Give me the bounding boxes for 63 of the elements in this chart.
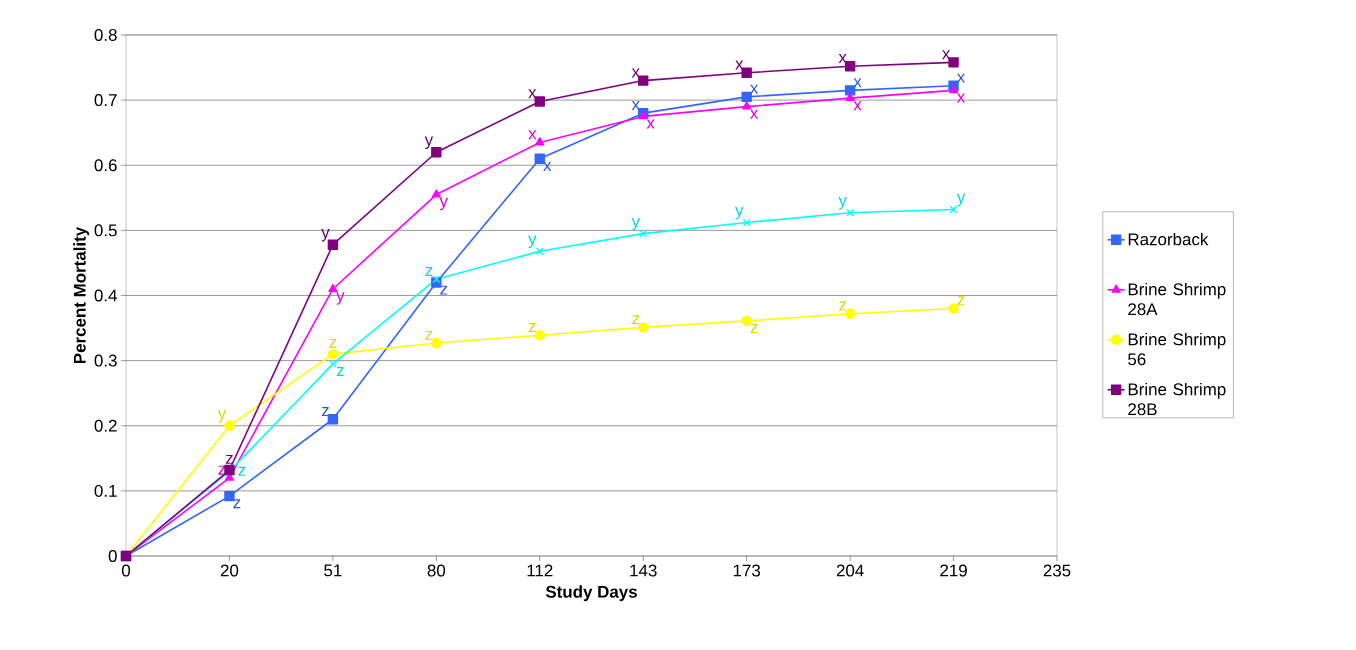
x-tick-label: 0 bbox=[121, 564, 131, 577]
x-tick-label: 219 bbox=[940, 564, 967, 577]
y-tick-label: 0.1 bbox=[94, 484, 117, 497]
data-label: z bbox=[957, 296, 965, 306]
data-label: x bbox=[838, 54, 847, 64]
data-label: x bbox=[853, 101, 862, 111]
data-label: y bbox=[424, 136, 434, 150]
data-label: z bbox=[440, 285, 448, 295]
x-tick-label: 173 bbox=[733, 564, 761, 577]
data-label: y bbox=[838, 197, 847, 210]
legend-label: Razorback bbox=[1128, 232, 1209, 246]
y-tick-label: 0.5 bbox=[94, 224, 117, 237]
data-label: y bbox=[321, 229, 330, 242]
data-label: z bbox=[321, 407, 329, 417]
x-tick-label: 112 bbox=[527, 564, 553, 577]
data-label: y bbox=[336, 292, 345, 305]
data-label: z bbox=[839, 301, 847, 311]
legend-label: Brine Shrimp 28B bbox=[1128, 382, 1226, 416]
y-tick-label: 0.2 bbox=[94, 419, 117, 432]
data-label: y bbox=[631, 217, 640, 231]
data-label: x bbox=[750, 109, 759, 119]
data-label: z bbox=[425, 267, 433, 277]
data-label: x bbox=[528, 130, 537, 140]
data-label: x bbox=[942, 50, 951, 60]
x-tick-label: 143 bbox=[630, 564, 657, 577]
data-label: z bbox=[336, 367, 344, 377]
data-label: y bbox=[217, 410, 227, 423]
data-label: x bbox=[631, 100, 640, 110]
data-label: x bbox=[528, 89, 537, 99]
y-tick-label: 0.7 bbox=[94, 94, 117, 107]
y-tick-label: 0.6 bbox=[94, 159, 117, 172]
data-label: z bbox=[528, 323, 536, 333]
x-tick-label: 20 bbox=[220, 564, 239, 577]
y-axis-title: Percent Mortality bbox=[73, 226, 90, 364]
x-tick-label: 235 bbox=[1043, 564, 1071, 577]
y-tick-label: 0.4 bbox=[94, 289, 117, 302]
data-label: z bbox=[238, 466, 246, 476]
data-label: y bbox=[528, 235, 537, 249]
y-tick-label: 0.3 bbox=[94, 354, 117, 367]
data-label: y bbox=[956, 193, 966, 207]
data-label: x bbox=[631, 68, 640, 78]
data-label: z bbox=[225, 454, 233, 464]
data-label: y bbox=[439, 197, 448, 211]
data-label: z bbox=[632, 315, 640, 325]
data-label: z bbox=[329, 338, 337, 348]
data-label: z bbox=[750, 324, 758, 334]
legend-label: Brine Shrimp 28A bbox=[1128, 282, 1226, 316]
data-label: z bbox=[425, 330, 433, 340]
y-tick-label: 0.8 bbox=[94, 29, 117, 41]
legend-label: Brine Shrimp 56 bbox=[1128, 332, 1226, 366]
x-axis-title: Study Days bbox=[545, 585, 637, 602]
y-tick-label: 0 bbox=[108, 550, 117, 562]
data-label: x bbox=[646, 119, 655, 129]
data-label: x bbox=[956, 93, 966, 103]
x-tick-label: 204 bbox=[836, 564, 864, 577]
data-label: x bbox=[956, 73, 966, 83]
data-label: x bbox=[750, 84, 759, 94]
x-tick-label: 80 bbox=[427, 564, 446, 577]
data-label: x bbox=[543, 161, 552, 171]
data-label: x bbox=[853, 78, 862, 88]
x-tick-label: 51 bbox=[324, 564, 342, 577]
data-label: y bbox=[735, 206, 744, 220]
data-label: z bbox=[233, 499, 241, 509]
